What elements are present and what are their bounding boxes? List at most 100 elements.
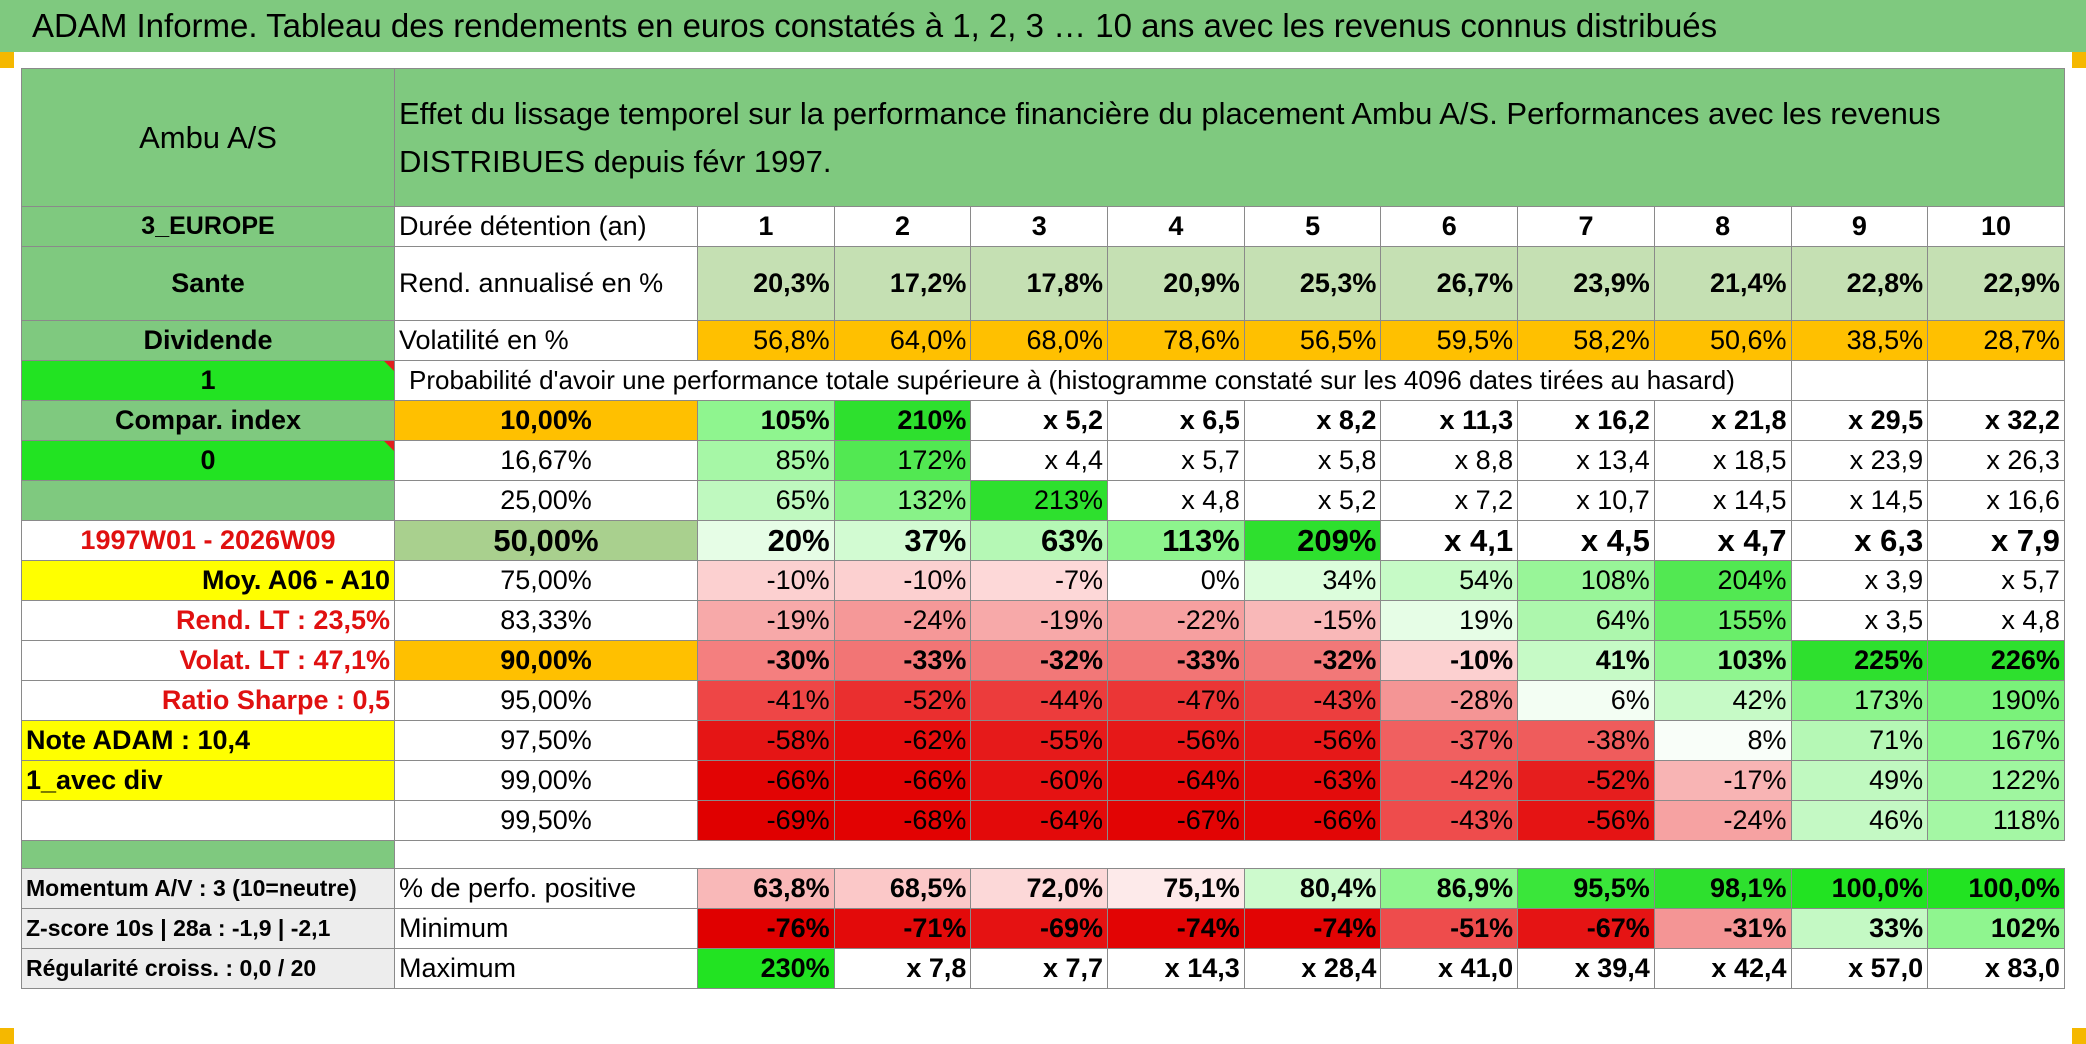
spacer-row [21, 840, 2065, 869]
percentile-value: 213% [970, 480, 1109, 521]
corner-marker [2072, 1028, 2086, 1044]
percentile-value: -44% [970, 680, 1109, 721]
percentile-value: 34% [1243, 560, 1382, 601]
flag-cell[interactable]: 1 [21, 360, 395, 401]
percentile-threshold: 99,50% [394, 800, 698, 841]
percentile-row: Moy. A06 - A10 75,00% -10% -10% -7% 0% 34% 54% 1… [21, 560, 2065, 601]
percentile-value: 155% [1653, 600, 1792, 641]
stat-value: x 28,4 [1243, 948, 1382, 989]
percentile-row: 0 16,67% 85% 172% x 4,4 x 5,7 x 5,8 x 8,8 x 13,4… [21, 440, 2065, 481]
stat-value: 86,9% [1380, 868, 1519, 909]
volatility-value: 50,6% [1653, 320, 1792, 361]
percentile-value: 37% [833, 520, 972, 561]
percentile-value: -38% [1517, 720, 1655, 761]
percentile-value: -32% [970, 640, 1109, 681]
percentile-row: 25,00% 65% 132% 213% x 4,8 x 5,2 x 7,2 x 10,7 x … [21, 480, 2065, 521]
volatility-value: 38,5% [1790, 320, 1929, 361]
fund-name: Ambu A/S [21, 68, 395, 207]
percentile-value: 172% [833, 440, 972, 481]
volatility-value: 59,5% [1380, 320, 1519, 361]
return-value: 17,2% [833, 246, 972, 321]
percentile-value: -43% [1243, 680, 1382, 721]
percentile-value: -64% [1107, 760, 1245, 801]
year-header: 7 [1517, 206, 1655, 247]
stat-label: Maximum [394, 948, 698, 989]
probability-label: Probabilité d'avoir une performance tota… [394, 360, 1792, 401]
percentile-value: x 14,5 [1790, 480, 1929, 521]
percentile-value: -17% [1653, 760, 1792, 801]
percentile-value: x 10,7 [1517, 480, 1655, 521]
stat-value: 68,5% [833, 868, 972, 909]
volatility-value: 64,0% [833, 320, 972, 361]
stat-value: 100,0% [1790, 868, 1929, 909]
percentile-value: x 4,7 [1653, 520, 1792, 561]
stat-value: 95,5% [1517, 868, 1655, 909]
stat-value: 63,8% [697, 868, 835, 909]
percentile-threshold: 99,00% [394, 760, 698, 801]
percentile-value: -68% [833, 800, 972, 841]
return-value: 23,9% [1517, 246, 1655, 321]
minimum-row: Z-score 10s | 28a : -1,9 | -2,1 Minimum -7… [21, 908, 2065, 949]
percentile-value: -64% [970, 800, 1109, 841]
stat-value: -76% [697, 908, 835, 949]
percentile-value: 226% [1927, 640, 2065, 681]
percentile-value: x 3,5 [1790, 600, 1929, 641]
stat-value: x 57,0 [1790, 948, 1929, 989]
spacer-cell [21, 840, 395, 869]
percentile-value: x 7,2 [1380, 480, 1519, 521]
header-row: Ambu A/S Effet du lissage temporel sur l… [21, 68, 2065, 207]
percentile-row: 1997W01 - 2026W09 50,00% 20% 37% 63% 113% 209%… [21, 520, 2065, 561]
stat-value: -74% [1107, 908, 1245, 949]
percentile-threshold: 75,00% [394, 560, 698, 601]
probability-header-row: 1 Probabilité d'avoir une performance to… [21, 360, 2065, 401]
volatility-value: 56,8% [697, 320, 835, 361]
maximum-row: Régularité croiss. : 0,0 / 20 Maximum 230%… [21, 948, 2065, 989]
year-header: 8 [1653, 206, 1792, 247]
percentile-value: -37% [1380, 720, 1519, 761]
percentile-value: x 16,2 [1517, 400, 1655, 441]
percentile-value: 63% [970, 520, 1109, 561]
percentile-value: 167% [1927, 720, 2065, 761]
percentile-value: 0% [1107, 560, 1245, 601]
percentile-threshold: 97,50% [394, 720, 698, 761]
percentile-value: -10% [1380, 640, 1519, 681]
stat-side-label: Z-score 10s | 28a : -1,9 | -2,1 [21, 908, 395, 949]
percentile-value: x 4,5 [1517, 520, 1655, 561]
percentile-value: x 14,5 [1653, 480, 1792, 521]
percentile-value: x 5,7 [1107, 440, 1245, 481]
percentile-value: -62% [833, 720, 972, 761]
flag-cell[interactable]: 0 [21, 440, 395, 481]
stat-value: x 14,3 [1107, 948, 1245, 989]
stat-value: -67% [1517, 908, 1655, 949]
stat-value: 75,1% [1107, 868, 1245, 909]
return-value: 20,9% [1107, 246, 1245, 321]
percentile-value: 118% [1927, 800, 2065, 841]
percentile-value: -56% [1243, 720, 1382, 761]
percentile-value: 85% [697, 440, 835, 481]
volatility-row: Dividende Volatilité en % 56,8% 64,0% 68… [21, 320, 2065, 361]
stat-value: x 39,4 [1517, 948, 1655, 989]
year-header: 4 [1107, 206, 1245, 247]
percentile-value: x 3,9 [1790, 560, 1929, 601]
percentile-value: -24% [1653, 800, 1792, 841]
stat-label: Minimum [394, 908, 698, 949]
year-header: 5 [1243, 206, 1382, 247]
empty-cell [1790, 360, 1929, 401]
percentile-value: 49% [1790, 760, 1929, 801]
duration-row: 3_EUROPE Durée détention (an) 1 2 3 4 5 … [21, 206, 2065, 247]
volatility-value: 78,6% [1107, 320, 1245, 361]
percentile-value: 132% [833, 480, 972, 521]
percentile-value: -19% [697, 600, 835, 641]
stat-value: x 7,8 [833, 948, 972, 989]
stat-value: x 42,4 [1653, 948, 1792, 989]
report-banner-title: ADAM Informe. Tableau des rendements en … [0, 0, 2086, 52]
percentile-value: 8% [1653, 720, 1792, 761]
percentile-value: 122% [1927, 760, 2065, 801]
positive-performance-row: Momentum A/V : 3 (10=neutre)% de perfo. … [21, 868, 2065, 909]
percentile-value: x 13,4 [1517, 440, 1655, 481]
long-term-return: Rend. LT : 23,5% [21, 600, 395, 641]
stat-value: 80,4% [1243, 868, 1382, 909]
percentile-value: x 4,8 [1927, 600, 2065, 641]
percentile-value: x 5,7 [1927, 560, 2065, 601]
return-value: 21,4% [1653, 246, 1792, 321]
